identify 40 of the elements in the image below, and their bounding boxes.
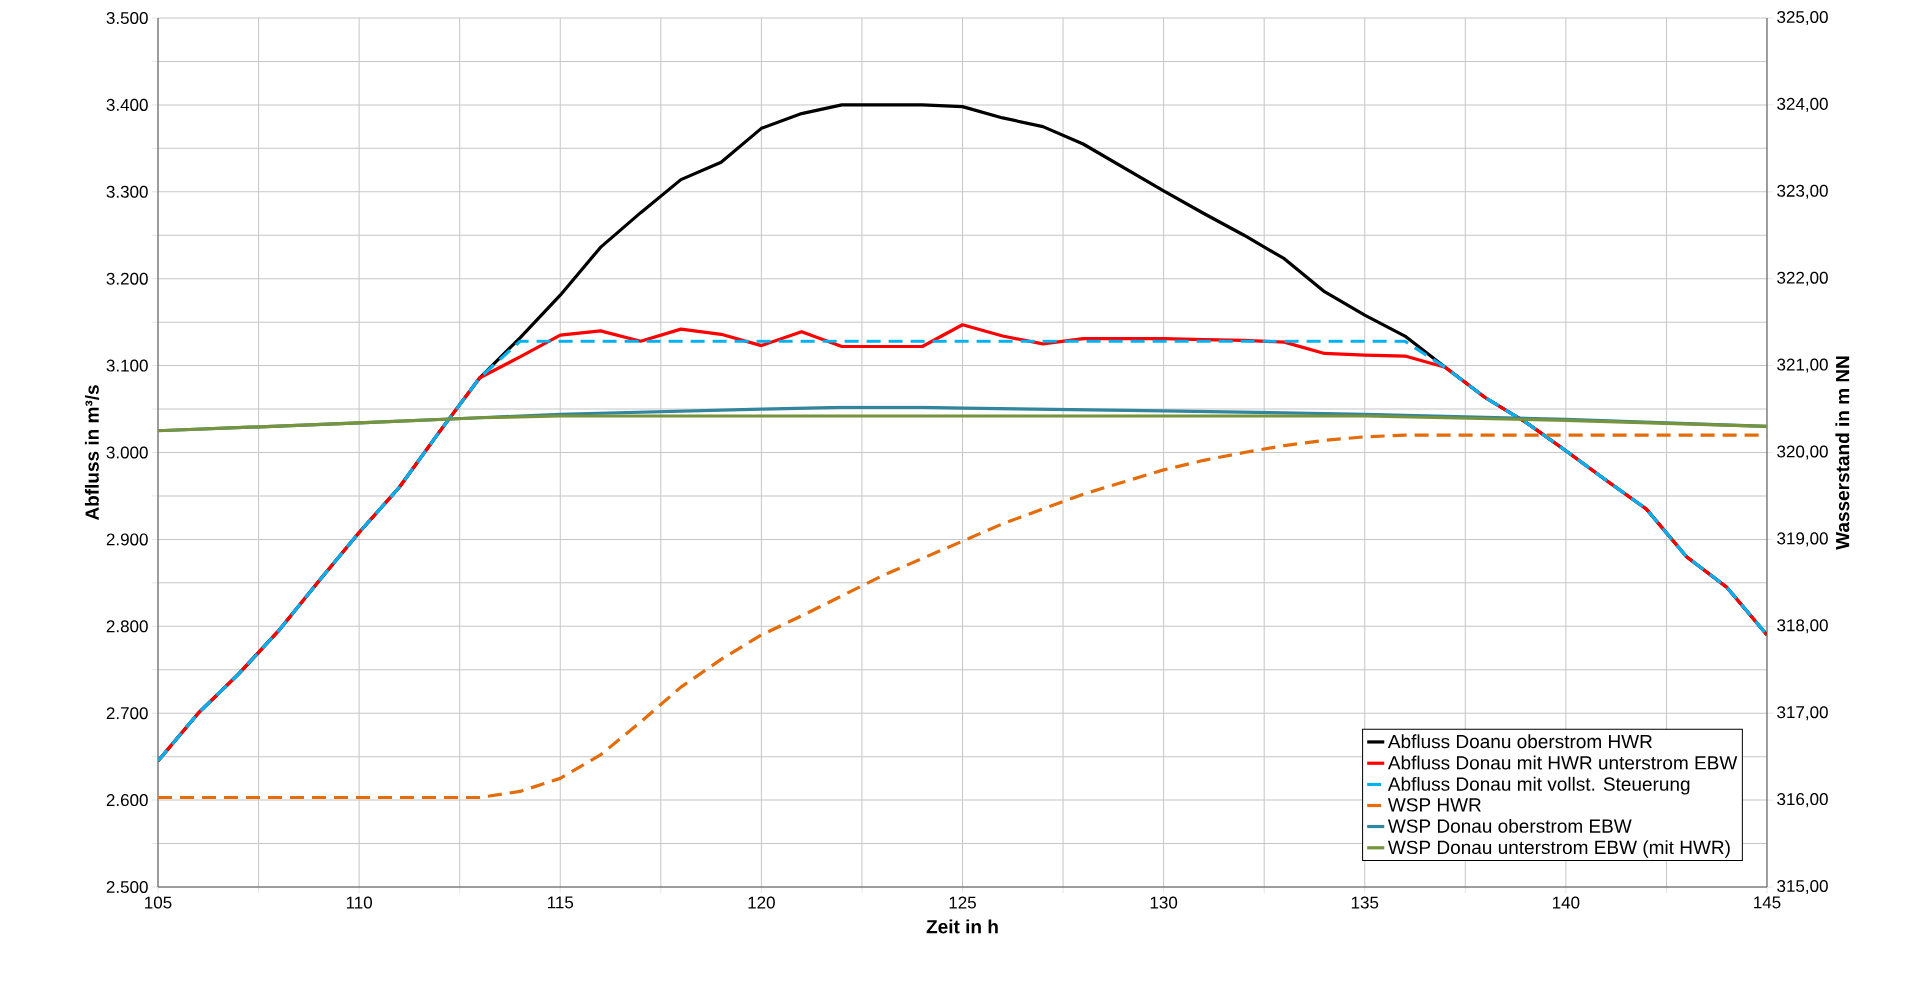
y-tick-label: 2.800 <box>106 620 148 633</box>
x-tick-label: 130 <box>1150 896 1178 909</box>
x-tick-label: 140 <box>1552 896 1580 909</box>
y2-tick-label: 315,00 <box>1777 879 1828 895</box>
y2-tick-label: 321,00 <box>1777 358 1828 373</box>
y-tick-label: 2.900 <box>106 533 148 546</box>
x-tick-label: 135 <box>1351 896 1379 909</box>
x-axis-title: Zeit in h <box>926 919 998 934</box>
y-tick-label: 2.700 <box>106 707 148 720</box>
x-tick-label: 110 <box>346 896 373 909</box>
y-tick-label: 2.600 <box>106 794 148 807</box>
y-tick-label: 3.000 <box>106 446 148 459</box>
y2-tick-label: 316,00 <box>1777 793 1828 808</box>
y2-axis-title: Wasserstand in m NN <box>1835 356 1850 550</box>
y2-tick-label: 324,00 <box>1777 97 1828 112</box>
x-tick-label: 115 <box>548 896 574 909</box>
y-tick-label: 2.500 <box>106 880 148 894</box>
y-tick-label: 3.400 <box>106 98 148 111</box>
legend-label: WSP Donau unterstrom EBW (mit HWR) <box>1387 840 1730 858</box>
x-tick-label: 125 <box>949 896 976 909</box>
y-tick-label: 3.200 <box>106 272 148 285</box>
y2-tick-label: 318,00 <box>1777 619 1828 634</box>
legend-label: Abfluss Donau mit HWR unterstrom EBW <box>1387 755 1738 770</box>
y-tick-label: 3.500 <box>106 11 148 25</box>
y-tick-label: 3.300 <box>106 185 148 198</box>
y-tick-label: 3.100 <box>106 359 148 372</box>
legend-label: Abfluss Donau mit vollst. Steuerung <box>1387 776 1690 795</box>
x-tick-label: 105 <box>145 896 172 909</box>
y2-tick-label: 317,00 <box>1777 706 1828 721</box>
y2-tick-label: 320,00 <box>1777 445 1828 460</box>
x-tick-label: 120 <box>748 896 775 909</box>
x-tick-label: 145 <box>1754 896 1781 909</box>
y2-tick-label: 325,00 <box>1777 10 1828 26</box>
legend-label: Abfluss Doanu oberstrom HWR <box>1387 734 1652 749</box>
legend-label: WSP HWR <box>1387 798 1481 812</box>
legend-label: WSP Donau oberstrom EBW <box>1387 818 1632 833</box>
y2-tick-label: 323,00 <box>1777 184 1828 199</box>
y2-tick-label: 319,00 <box>1777 532 1828 547</box>
y2-tick-label: 322,00 <box>1777 271 1828 286</box>
y-axis-title: Abfluss in m³/s <box>84 385 100 521</box>
